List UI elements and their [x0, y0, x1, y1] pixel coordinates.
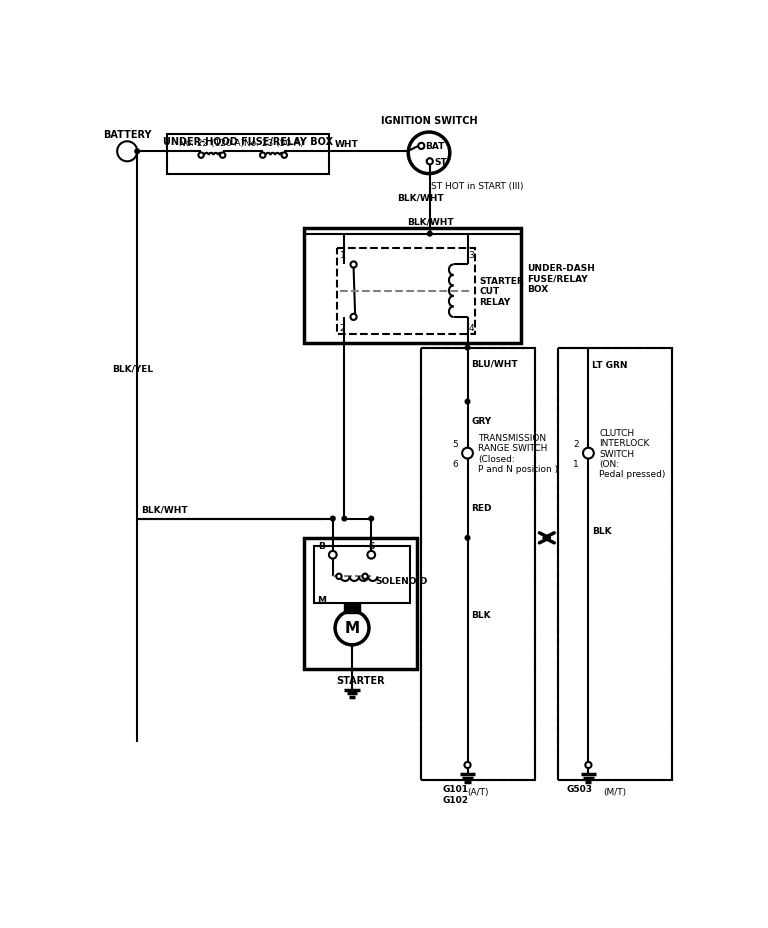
- Text: G101
G102: G101 G102: [443, 784, 469, 804]
- Text: TRANSMISSION
RANGE SWITCH
(Closed:
P and N position ): TRANSMISSION RANGE SWITCH (Closed: P and…: [478, 433, 558, 473]
- Text: No. 23 (50 A): No. 23 (50 A): [243, 139, 303, 148]
- Text: BAT: BAT: [425, 141, 445, 150]
- Text: ST: ST: [435, 158, 447, 167]
- Text: UNDER-HOOD FUSE/RELAY BOX: UNDER-HOOD FUSE/RELAY BOX: [163, 137, 333, 148]
- Circle shape: [462, 448, 473, 459]
- Bar: [167, 135, 329, 174]
- Text: ST HOT in START (III): ST HOT in START (III): [431, 182, 523, 190]
- Text: M: M: [317, 595, 326, 604]
- Text: STARTER: STARTER: [336, 675, 386, 685]
- Text: G503: G503: [566, 784, 592, 793]
- Circle shape: [342, 517, 346, 522]
- Text: M: M: [345, 621, 359, 636]
- Text: BLK/WHT: BLK/WHT: [398, 193, 444, 202]
- Circle shape: [369, 517, 373, 522]
- Text: (M/T): (M/T): [604, 787, 627, 796]
- Circle shape: [118, 142, 137, 162]
- Text: (A/T): (A/T): [468, 787, 489, 796]
- Text: BLK/WHT: BLK/WHT: [407, 217, 453, 226]
- Text: 5: 5: [452, 439, 458, 448]
- Text: BLK: BLK: [592, 526, 612, 535]
- Text: 6: 6: [452, 459, 458, 468]
- Text: BLK/YEL: BLK/YEL: [113, 365, 154, 374]
- Text: B: B: [318, 541, 325, 550]
- Text: 1: 1: [574, 459, 579, 468]
- Bar: [304, 229, 521, 343]
- Circle shape: [465, 400, 470, 405]
- Circle shape: [350, 262, 356, 268]
- Circle shape: [465, 762, 471, 768]
- Text: 3: 3: [468, 251, 474, 260]
- Text: BATTERY: BATTERY: [103, 130, 151, 140]
- Circle shape: [198, 153, 204, 159]
- Text: CLUTCH
INTERLOCK
SWITCH
(ON:
Pedal pressed): CLUTCH INTERLOCK SWITCH (ON: Pedal press…: [599, 429, 666, 479]
- Bar: [336, 249, 475, 334]
- Circle shape: [362, 574, 368, 579]
- Text: 4: 4: [468, 324, 474, 333]
- Circle shape: [260, 153, 266, 159]
- Circle shape: [329, 551, 336, 559]
- Circle shape: [282, 153, 287, 159]
- Text: WHT: WHT: [335, 140, 359, 148]
- Text: GRY: GRY: [472, 417, 492, 426]
- Circle shape: [465, 536, 470, 540]
- Text: No. 22 (120 A): No. 22 (120 A): [179, 139, 244, 148]
- Circle shape: [428, 232, 432, 237]
- Text: BLU/WHT: BLU/WHT: [472, 359, 518, 368]
- Bar: [422, 348, 535, 780]
- Text: BLK: BLK: [472, 611, 491, 620]
- Circle shape: [427, 159, 433, 165]
- Circle shape: [336, 574, 342, 579]
- Circle shape: [409, 133, 450, 174]
- Circle shape: [350, 315, 356, 320]
- Bar: [558, 348, 671, 780]
- Circle shape: [220, 153, 225, 159]
- Circle shape: [583, 448, 594, 459]
- Text: LT GRN: LT GRN: [592, 361, 627, 369]
- Circle shape: [367, 551, 375, 559]
- Circle shape: [135, 149, 140, 154]
- Text: BLK/WHT: BLK/WHT: [141, 505, 187, 514]
- Circle shape: [585, 762, 591, 768]
- Circle shape: [465, 346, 470, 351]
- Text: RED: RED: [472, 503, 492, 512]
- Bar: [313, 546, 410, 603]
- Text: S: S: [368, 541, 375, 550]
- Circle shape: [335, 612, 369, 645]
- Text: 2: 2: [339, 324, 346, 333]
- Text: 1: 1: [339, 251, 346, 260]
- Circle shape: [330, 517, 335, 522]
- Circle shape: [419, 144, 425, 149]
- Text: SOLENOID: SOLENOID: [375, 576, 428, 585]
- Text: 2: 2: [574, 439, 579, 448]
- Bar: [304, 538, 418, 669]
- Text: STARTER
CUT
RELAY: STARTER CUT RELAY: [479, 277, 524, 306]
- Text: IGNITION SWITCH: IGNITION SWITCH: [381, 116, 478, 126]
- Text: UNDER-DASH
FUSE/RELAY
BOX: UNDER-DASH FUSE/RELAY BOX: [528, 264, 595, 293]
- Bar: [344, 603, 359, 612]
